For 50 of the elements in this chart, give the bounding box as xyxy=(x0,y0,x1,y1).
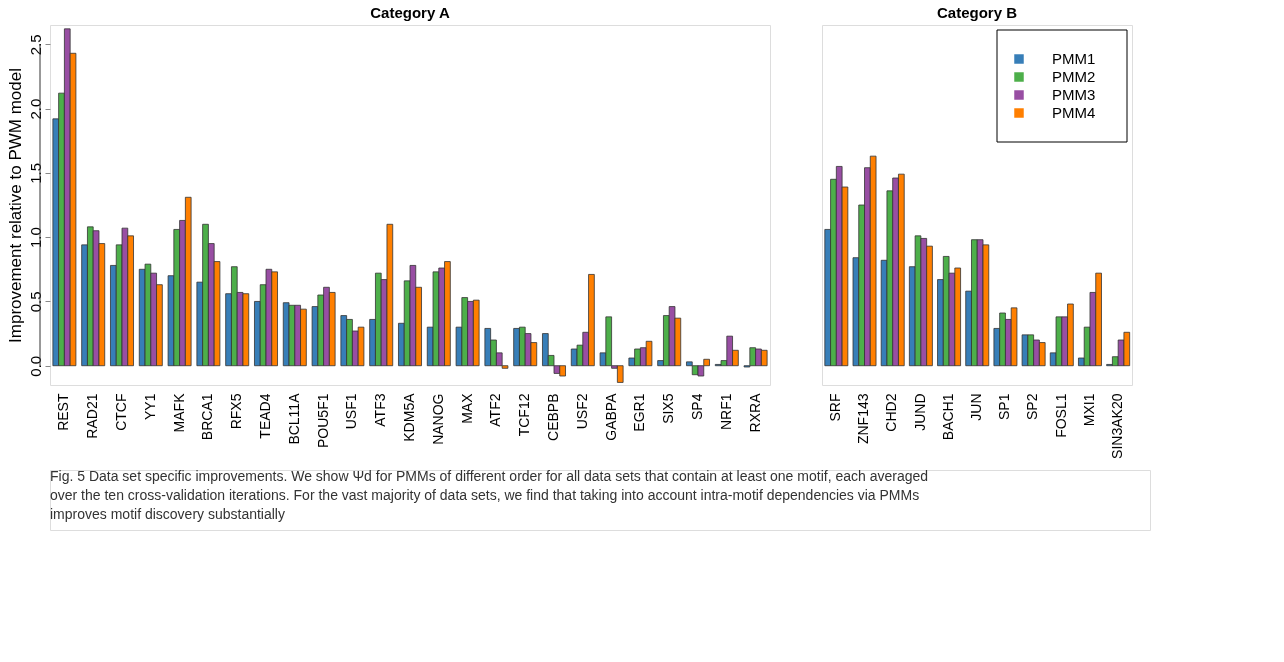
legend-label: PMM4 xyxy=(1052,104,1096,121)
y-tick-label: 2.5 xyxy=(26,34,44,56)
x-tick-label: TEAD4 xyxy=(257,393,273,439)
x-tick-label: CHD2 xyxy=(883,393,900,432)
x-tick-label: JUND xyxy=(911,393,928,431)
x-tick-label: USF1 xyxy=(343,393,360,430)
x-tick-label: CTCF xyxy=(113,393,129,431)
x-tick-label: POU5F1 xyxy=(314,393,331,448)
x-tick-label: ZNF143 xyxy=(855,393,872,445)
y-tick-label: 1.5 xyxy=(26,162,44,184)
x-tick-label: RXRA xyxy=(746,392,763,433)
x-tick-label: GABPA xyxy=(602,392,619,441)
y-tick-label: 0.5 xyxy=(26,291,44,313)
x-tick-label: SIX5 xyxy=(660,393,677,424)
x-tick-label: BCL11A xyxy=(285,392,302,445)
x-tick-label: ATF3 xyxy=(372,393,389,427)
y-tick-label: 0.0 xyxy=(26,355,44,377)
chart-title: Category A xyxy=(370,4,450,21)
x-tick-label: RAD21 xyxy=(84,393,101,439)
x-tick-label: NANOG xyxy=(429,393,446,445)
x-tick-label: SRF xyxy=(827,393,844,422)
x-tick-label: SP4 xyxy=(689,393,705,420)
x-tick-label: MAX xyxy=(458,392,475,424)
x-tick-label: SP2 xyxy=(1024,393,1041,420)
caption: Fig. 5 Data set specific improvements. We show Ψd for PMMs of different order for all data sets that contain at least one motif, each averaged over the ten cross-validation iterations. For the vast majority of data sets, we find that taking into account intra-motif dependencies via PMMs improves motif discovery substantially xyxy=(50,468,929,522)
x-tick-label: KDM5A xyxy=(401,392,417,442)
x-tick-label: NRF1 xyxy=(717,393,734,431)
legend-label: PMM3 xyxy=(1052,86,1096,103)
legend-label: PMM1 xyxy=(1052,50,1096,67)
y-axis-title: Improvement relative to PWM model xyxy=(5,68,25,343)
x-tick-label: BRCA1 xyxy=(199,393,216,441)
x-tick-label: JUN xyxy=(968,393,984,421)
x-tick-label: REST xyxy=(55,393,72,431)
x-tick-label: EGR1 xyxy=(631,393,648,432)
y-tick-label: 1.0 xyxy=(26,227,44,249)
x-tick-label: YY1 xyxy=(141,393,158,420)
x-tick-label: MAFK xyxy=(170,392,187,433)
x-tick-label: USF2 xyxy=(573,393,590,430)
x-tick-label: BACH1 xyxy=(939,393,956,441)
x-tick-label: RFX5 xyxy=(228,393,245,430)
x-tick-label: FOSL1 xyxy=(1052,393,1069,438)
x-tick-label: SIN3AK20 xyxy=(1108,393,1125,459)
chart-title: Category B xyxy=(936,4,1018,21)
y-tick-label: 2.0 xyxy=(26,98,44,120)
x-tick-label: TCF12 xyxy=(516,393,533,437)
x-tick-label: SP1 xyxy=(996,393,1013,420)
x-tick-label: MXI1 xyxy=(1080,393,1097,427)
x-tick-label: ATF2 xyxy=(487,393,504,427)
x-tick-label: CEBPB xyxy=(545,393,561,441)
legend-label: PMM2 xyxy=(1052,68,1096,85)
